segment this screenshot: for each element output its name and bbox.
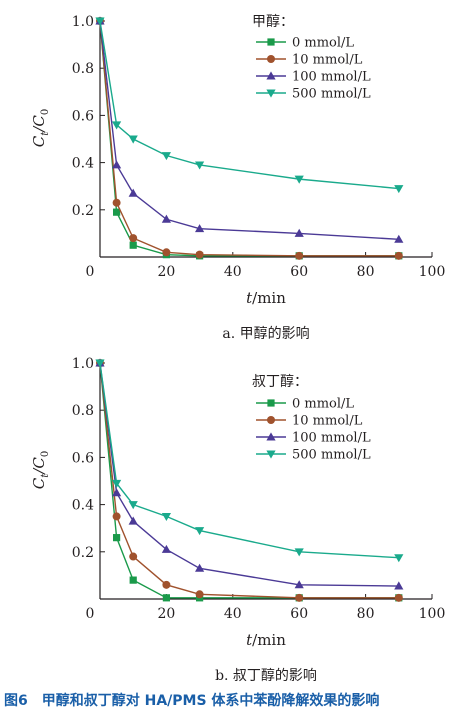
- data-point: [394, 593, 403, 602]
- data-point: [394, 554, 404, 563]
- legend-marker: [267, 55, 275, 63]
- data-point: [294, 175, 304, 184]
- y-tick-label: 0.6: [72, 450, 94, 466]
- legend-entry: 10 mmol/L: [292, 53, 363, 68]
- x-tick-label: 40: [224, 606, 242, 622]
- data-point: [295, 593, 304, 602]
- data-point: [112, 121, 122, 130]
- y-axis-label: Ct/C0: [30, 451, 51, 489]
- data-point: [112, 198, 121, 207]
- data-point: [112, 160, 122, 169]
- x-tick-label: 40: [224, 264, 242, 280]
- x-tick-label: 0: [86, 264, 95, 280]
- legend-title: 叔丁醇：: [252, 373, 308, 390]
- y-tick-label: 0.6: [72, 108, 94, 124]
- x-tick-label: 100: [419, 606, 446, 622]
- x-axis-label: t/min: [246, 289, 286, 307]
- legend-marker: [266, 432, 276, 441]
- x-tick-label: 0: [86, 606, 95, 622]
- data-point: [394, 251, 403, 260]
- data-point: [162, 580, 171, 589]
- legend-marker: [267, 416, 275, 424]
- y-tick-label: 1.0: [72, 14, 94, 30]
- data-point: [112, 512, 121, 521]
- data-point: [195, 527, 205, 536]
- data-point: [129, 552, 138, 561]
- data-point: [294, 228, 304, 237]
- x-tick-label: 60: [290, 264, 308, 280]
- y-tick-label: 0.2: [72, 203, 94, 219]
- y-tick-label: 0.4: [72, 156, 94, 172]
- data-point: [195, 161, 205, 170]
- y-tick-label: 0.2: [72, 545, 94, 561]
- data-point: [162, 248, 171, 257]
- x-tick-label: 100: [419, 264, 446, 280]
- data-point: [294, 580, 304, 589]
- chart-methanol: 0 20 40 60 80 100 0.2 0.4 0.6 0.8 1.0 Ct/C0 t/min a. …: [30, 13, 445, 342]
- y-tick-label: 0.8: [72, 403, 94, 419]
- y-axis-label: Ct/C0: [30, 109, 51, 147]
- y-tick-label: 1.0: [72, 356, 94, 372]
- data-point: [195, 563, 205, 572]
- data-point: [112, 488, 122, 497]
- x-tick-label: 20: [157, 606, 175, 622]
- legend-marker: [266, 89, 276, 98]
- legend-entry: 0 mmol/L: [292, 36, 354, 51]
- data-point: [161, 544, 171, 553]
- data-point: [128, 135, 138, 144]
- data-point: [129, 241, 137, 249]
- data-point: [95, 359, 105, 368]
- legend-entry: 0 mmol/L: [292, 397, 354, 412]
- x-tick-label: 60: [290, 606, 308, 622]
- data-point: [394, 581, 404, 590]
- data-point: [95, 17, 105, 26]
- data-point: [161, 512, 171, 521]
- x-tick-label: 80: [357, 264, 375, 280]
- data-point: [129, 576, 137, 584]
- legend-marker: [267, 399, 275, 407]
- legend-entry: 10 mmol/L: [292, 414, 363, 429]
- data-point: [195, 590, 204, 599]
- subfigure-caption: b. 叔丁醇的影响: [215, 667, 317, 684]
- data-point: [113, 208, 121, 216]
- legend-marker: [266, 450, 276, 459]
- chart-tert-butanol: 0 20 40 60 80 100 0.2 0.4 0.6 0.8 1.0 Ct/C0 t/min b. …: [30, 356, 445, 684]
- data-point: [128, 501, 138, 510]
- data-point: [161, 152, 171, 161]
- data-point: [294, 548, 304, 557]
- data-point: [162, 594, 170, 602]
- data-point: [128, 516, 138, 525]
- legend-title: 甲醇：: [252, 13, 294, 30]
- x-axis-label: t/min: [246, 631, 286, 649]
- legend-entry: 500 mmol/L: [292, 448, 371, 463]
- x-tick-label: 20: [157, 264, 175, 280]
- y-tick-label: 0.4: [72, 498, 94, 514]
- data-point: [394, 185, 404, 194]
- y-tick-label: 0.8: [72, 61, 94, 77]
- legend-entry: 100 mmol/L: [292, 70, 371, 85]
- data-point: [394, 234, 404, 243]
- figure-caption: 图6 甲醇和叔丁醇对 HA/PMS 体系中苯酚降解效果的影响: [4, 692, 379, 709]
- legend-entry: 100 mmol/L: [292, 431, 371, 446]
- x-tick-label: 80: [357, 606, 375, 622]
- legend-marker: [267, 38, 275, 46]
- data-point: [161, 214, 171, 223]
- legend-entry: 500 mmol/L: [292, 87, 371, 102]
- data-point: [113, 534, 121, 542]
- data-point: [195, 250, 204, 259]
- data-point: [129, 234, 138, 243]
- data-point: [195, 224, 205, 233]
- legend-marker: [266, 71, 276, 80]
- subfigure-caption: a. 甲醇的影响: [222, 325, 309, 342]
- data-point: [295, 251, 304, 260]
- data-point: [112, 479, 122, 488]
- data-point: [128, 188, 138, 197]
